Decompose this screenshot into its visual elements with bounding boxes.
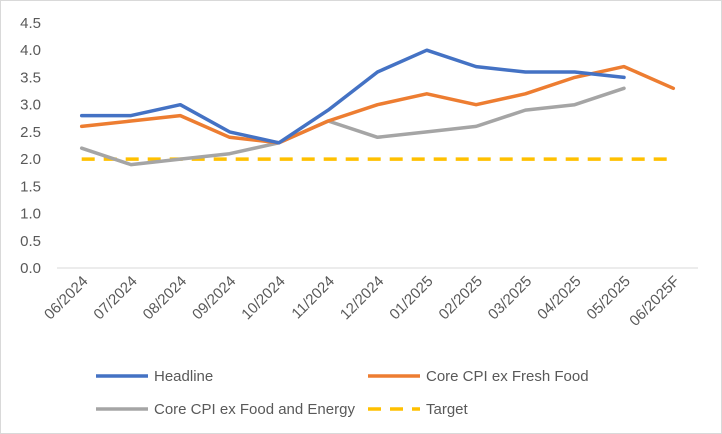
series-line-core-cpi-ex-fresh-food (79, 64, 676, 145)
y-tick-label: 0.5 (20, 233, 41, 250)
y-tick-label: 1.0 (20, 206, 41, 223)
x-tick-label: 01/2025 (386, 273, 436, 323)
y-tick-label: 2.0 (20, 151, 41, 168)
y-axis: 0.0 0.5 1.0 1.5 2.0 2.5 3.0 3.5 4.0 4.5 (20, 15, 41, 277)
x-tick-label: 10/2024 (238, 273, 288, 323)
series-line-headline (79, 48, 626, 145)
x-tick-label: 04/2025 (534, 273, 584, 323)
y-tick-label: 4.0 (20, 42, 41, 59)
x-tick-label: 03/2025 (485, 273, 535, 323)
y-tick-label: 3.5 (20, 69, 41, 86)
x-tick-label: 06/2024 (41, 273, 91, 323)
y-tick-label: 0.0 (20, 260, 41, 277)
y-tick-label: 1.5 (20, 178, 41, 195)
x-tick-label: 12/2024 (337, 273, 387, 323)
x-tick-label: 11/2024 (288, 273, 338, 323)
legend-label: Headline (154, 368, 213, 385)
legend-label: Core CPI ex Fresh Food (426, 368, 589, 385)
series-layer (79, 48, 676, 167)
x-tick-label: 05/2025 (583, 273, 633, 323)
y-tick-label: 3.0 (20, 97, 41, 114)
x-tick-label: 09/2024 (189, 273, 239, 323)
y-tick-label: 2.5 (20, 124, 41, 141)
series-line-core-cpi-ex-food-and-energy (79, 86, 626, 167)
x-tick-label: 07/2024 (90, 273, 140, 323)
legend-label: Target (426, 401, 469, 418)
legend: Headline Core CPI ex Fresh Food Core CPI e… (96, 368, 589, 418)
y-tick-label: 4.5 (20, 15, 41, 32)
x-tick-label: 02/2025 (436, 273, 486, 323)
legend-label: Core CPI ex Food and Energy (154, 401, 355, 418)
x-tick-label: 06/2025F (626, 273, 683, 330)
x-tick-label: 08/2024 (140, 273, 190, 323)
